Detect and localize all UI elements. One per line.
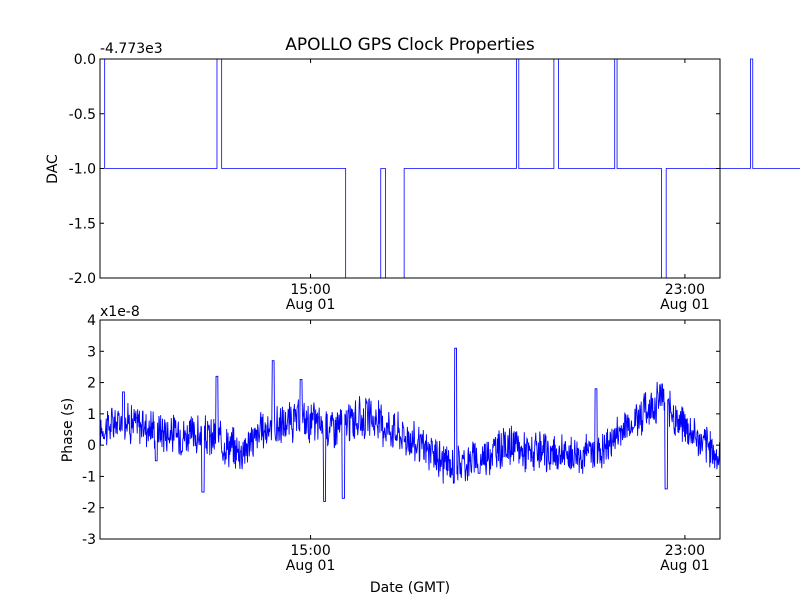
y-tick-label: -1 [82,469,96,485]
dac-series-line [102,58,800,279]
y-tick-label: 2 [87,376,96,392]
y-tick-label: 3 [87,344,96,360]
x-tick-label-date: Aug 01 [286,558,336,574]
y-tick-label: 0.0 [74,52,96,68]
phase-y-axis-label: Phase (s) [60,398,76,462]
y-tick-label: -1.5 [69,216,96,232]
x-tick-label-time: 15:00 [290,282,330,298]
y-tick-label: 0 [87,438,96,454]
y-tick-label: 1 [87,407,96,423]
y-tick-label: -2 [82,501,96,517]
x-tick-label-time: 23:00 [665,543,705,559]
phase-panel: x1e-8 Phase (s) Date (GMT) 4 3 2 1 0 -1 -2 -3 15… [60,304,721,596]
y-tick-label: -0.5 [69,107,96,123]
y-tick-label: -1.0 [69,162,96,178]
dac-panel: -4.773e3 DAC 0.0-0.5-1.0-1.5-2.015:00Aug… [45,41,800,313]
chart-title: APOLLO GPS Clock Properties [285,35,535,55]
dac-offset-text: -4.773e3 [100,41,163,57]
phase-x-axis-label: Date (GMT) [370,580,450,596]
dac-y-axis-label: DAC [45,154,61,184]
x-tick-label-time: 15:00 [290,543,330,559]
x-tick-label-time: 23:00 [665,282,705,298]
phase-offset-text: x1e-8 [100,304,140,320]
phase-plot-frame [99,319,721,540]
x-tick-label-date: Aug 01 [660,297,710,313]
phase-series-line [99,347,721,502]
y-tick-label: -2.0 [69,271,96,287]
y-tick-label: 4 [87,313,96,329]
x-tick-label-date: Aug 01 [286,297,336,313]
y-tick-label: -3 [82,532,96,548]
x-tick-label-date: Aug 01 [660,558,710,574]
